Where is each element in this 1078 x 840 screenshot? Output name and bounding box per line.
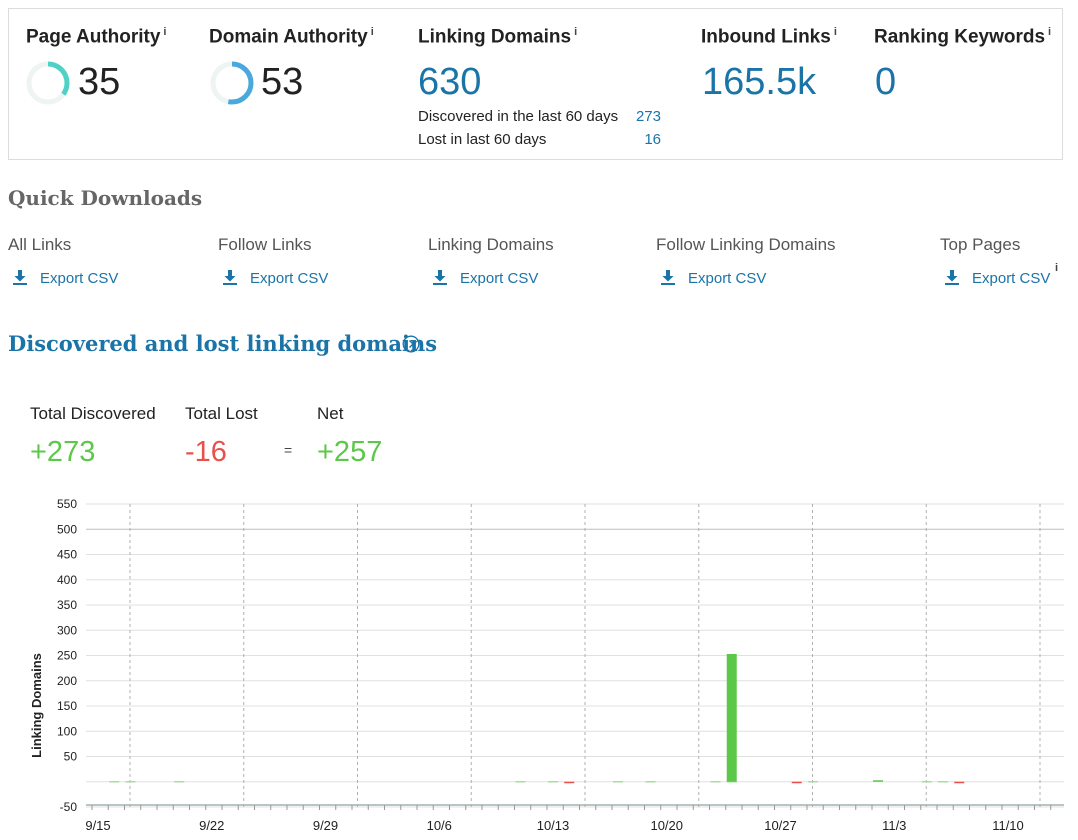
x-tick-label: 10/27 (764, 818, 797, 833)
y-tick-label: 550 (57, 497, 77, 511)
export-csv-follow-links[interactable]: Export CSV (223, 270, 328, 287)
info-icon[interactable]: i (574, 26, 578, 38)
x-tick-label: 10/13 (537, 818, 570, 833)
download-icon (13, 270, 27, 285)
y-tick-label: 300 (57, 623, 77, 637)
discovered-60-label: Discovered in the last 60 days (418, 108, 619, 125)
x-tick-label: 9/29 (313, 818, 338, 833)
y-axis-label: Linking Domains (29, 653, 44, 758)
x-tick-label: 10/6 (427, 818, 452, 833)
y-tick-label: 150 (57, 699, 77, 713)
metrics-panel (8, 8, 1063, 160)
ranking-keywords-label: Ranking Keywords i (874, 26, 1052, 48)
export-csv-all-links[interactable]: Export CSV (13, 270, 118, 287)
info-icon[interactable]: i (370, 26, 374, 38)
discovered-60-value[interactable]: 273 (635, 108, 661, 125)
linking-domains-label: Linking Domains i (418, 26, 578, 48)
y-tick-label: 400 (57, 573, 77, 587)
inbound-links-label: Inbound Links i (701, 26, 837, 48)
export-csv-linking-domains[interactable]: Export CSV (433, 270, 538, 287)
page-authority-ring (26, 61, 70, 105)
download-label-follow-links: Follow Links (218, 235, 312, 254)
net-value: +257 (317, 436, 383, 468)
total-discovered-value: +273 (30, 436, 96, 468)
y-tick-label: 100 (57, 724, 77, 738)
info-icon[interactable]: i (1055, 262, 1059, 274)
info-icon[interactable]: i (1048, 26, 1052, 38)
y-tick-label: 50 (64, 750, 78, 764)
info-icon[interactable]: i (163, 26, 167, 38)
y-tick-label: 350 (57, 598, 77, 612)
download-label-follow-linking-domains: Follow Linking Domains (656, 235, 836, 254)
domain-authority-label: Domain Authority i (209, 26, 374, 48)
info-icon[interactable]: i (833, 26, 837, 38)
download-label-linking-domains: Linking Domains (428, 235, 554, 254)
x-tick-label: 10/20 (650, 818, 683, 833)
bar-10-24 (726, 653, 737, 782)
linking-domains-value[interactable]: 630 (418, 61, 482, 103)
y-tick-label: 250 (57, 649, 77, 663)
lost-60-value[interactable]: 16 (644, 131, 661, 148)
y-tick-label: 450 (57, 548, 77, 562)
download-icon (661, 270, 675, 285)
download-icon (945, 270, 959, 285)
download-icon (223, 270, 237, 285)
export-csv-top-pages[interactable]: Export CSV (945, 270, 1050, 287)
discovered-lost-title: Discovered and lost linking domains (8, 331, 438, 356)
chevron-right-circle-icon[interactable] (402, 335, 420, 353)
x-tick-label: 11/10 (992, 818, 1024, 833)
page-authority-value: 35 (78, 61, 121, 103)
bar-10-14 (564, 781, 575, 784)
x-tick-label: 9/15 (85, 818, 110, 833)
bar-10-28 (791, 781, 802, 784)
export-csv-follow-linking-domains[interactable]: Export CSV (661, 270, 766, 287)
download-icon (433, 270, 447, 285)
download-label-all-links: All Links (8, 235, 72, 254)
domain-authority-ring (210, 61, 254, 105)
y-tick-label: 200 (57, 674, 77, 688)
total-lost-label: Total Lost (185, 404, 258, 423)
total-discovered-label: Total Discovered (30, 404, 156, 423)
domain-authority-value: 53 (261, 61, 304, 103)
page-authority-label: Page Authority i (26, 26, 167, 48)
total-lost-value: -16 (185, 436, 227, 468)
linking-domains-chart: 550 500 450 400 350 300 250 200 150 100 50 -50 9/15 9… (29, 497, 1064, 833)
inbound-links-value[interactable]: 165.5k (702, 61, 817, 103)
lost-60-label: Lost in last 60 days (418, 131, 547, 148)
equals-sign: = (284, 442, 293, 458)
bar-11-2 (873, 780, 883, 782)
bar-11-7 (954, 781, 965, 784)
net-label: Net (317, 404, 344, 423)
quick-downloads-title: Quick Downloads (8, 186, 203, 210)
y-tick-label: 500 (57, 522, 77, 536)
x-tick-label: 9/22 (199, 818, 224, 833)
ranking-keywords-value[interactable]: 0 (875, 61, 897, 103)
y-tick-label: -50 (60, 800, 78, 814)
download-label-top-pages: Top Pages (940, 235, 1021, 254)
x-tick-label: 11/3 (882, 818, 906, 833)
